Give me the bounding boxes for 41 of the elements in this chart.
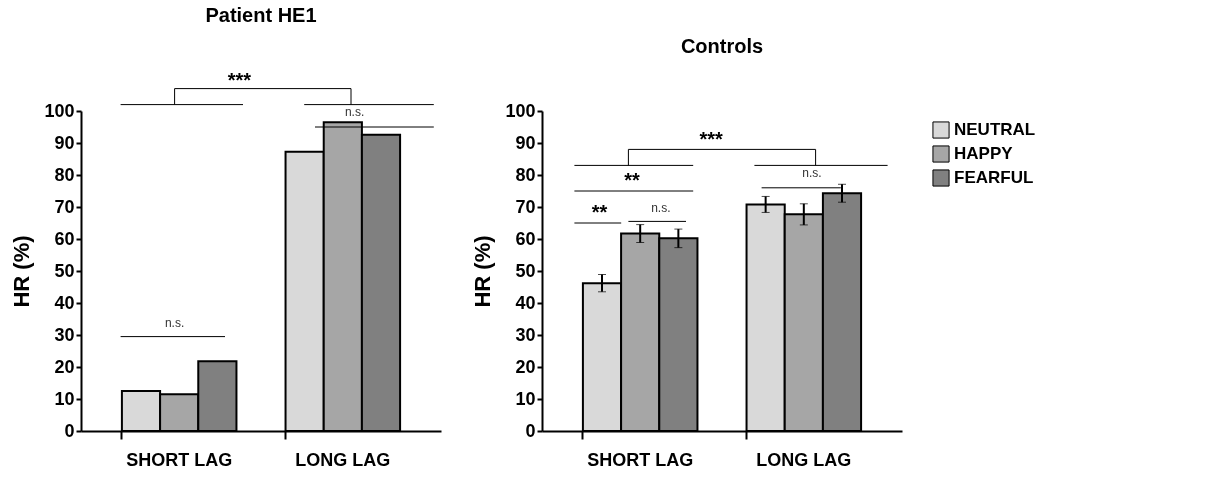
- legend-label: FEARFUL: [954, 168, 1034, 187]
- y-tick-label: 90: [515, 132, 536, 153]
- x-tick-label: LONG LAG: [295, 449, 391, 470]
- y-tick-label: 40: [54, 292, 75, 313]
- y-tick-label: 80: [515, 164, 536, 185]
- y-tick-label: 30: [515, 324, 536, 345]
- y-tick-label: 100: [505, 100, 536, 121]
- y-tick-label: 70: [515, 196, 536, 217]
- annotation: ***: [699, 127, 724, 150]
- legend-label: NEUTRAL: [954, 120, 1036, 139]
- y-tick-label: 50: [54, 260, 75, 281]
- y-tick-label: 90: [54, 132, 75, 153]
- y-tick-label: 100: [44, 100, 75, 121]
- annotation: **: [591, 201, 608, 224]
- y-tick-label: 20: [54, 356, 75, 377]
- annotation: n.s.: [651, 201, 671, 215]
- text: ***: [227, 68, 252, 91]
- y-tick-label: 0: [525, 420, 536, 441]
- y-tick-label: 30: [54, 324, 75, 345]
- y-tick-label: 40: [515, 292, 536, 313]
- x-tick-label: SHORT LAG: [587, 449, 694, 470]
- x-tick-label: LONG LAG: [756, 449, 852, 470]
- chart-title: Patient HE1: [205, 3, 317, 26]
- legend-label: HAPPY: [954, 144, 1014, 163]
- y-axis-title: HR (%): [9, 235, 35, 308]
- y-tick-label: 20: [515, 356, 536, 377]
- y-tick-label: 80: [54, 164, 75, 185]
- y-tick-label: 0: [64, 420, 75, 441]
- annotation: n.s.: [164, 316, 185, 331]
- y-tick-label: 60: [54, 228, 75, 249]
- annotation: **: [624, 169, 640, 192]
- y-axis-title: HR (%): [470, 235, 496, 308]
- y-tick-label: 60: [515, 228, 536, 249]
- y-tick-label: 10: [515, 388, 536, 409]
- y-tick-label: 50: [515, 260, 536, 281]
- annotation: n.s.: [802, 165, 822, 180]
- annotation: n.s.: [344, 105, 365, 119]
- y-tick-label: 70: [54, 196, 75, 217]
- y-tick-label: 10: [54, 388, 75, 409]
- x-tick-label: SHORT LAG: [126, 449, 233, 470]
- chart-title: Controls: [680, 35, 764, 57]
